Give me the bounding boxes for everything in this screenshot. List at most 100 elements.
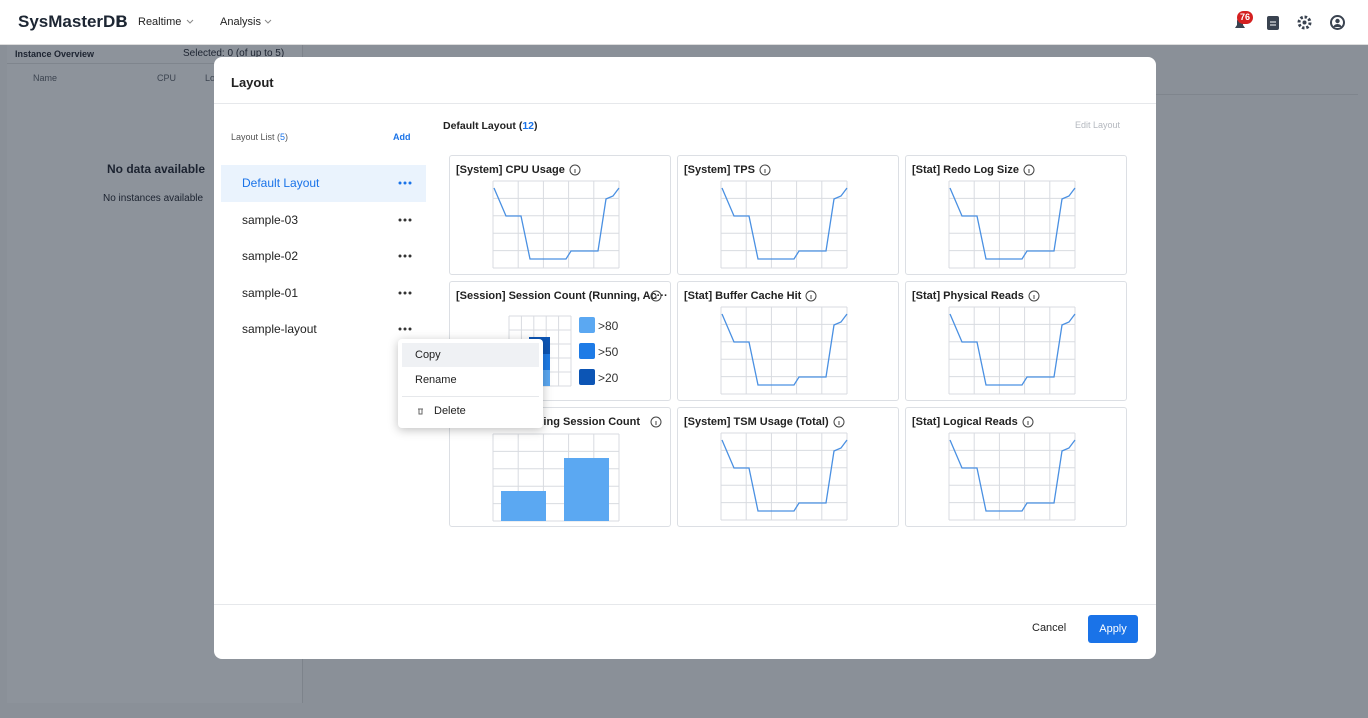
user-icon[interactable] [1330, 15, 1345, 30]
divider [402, 396, 539, 397]
thumbnail [948, 306, 1076, 395]
menu-item[interactable]: Delete [434, 405, 466, 417]
thumb-line [949, 439, 1076, 512]
info-circle [1022, 416, 1034, 428]
widget-title: [System] TSM Usage (Total) [684, 416, 829, 428]
add-button[interactable]: Add [393, 132, 411, 142]
dot [398, 291, 402, 294]
detail-title-text: Default Layout ( [443, 120, 523, 132]
more-icon[interactable] [398, 254, 412, 258]
widget-title: [Session] Session Count (Running, Ac··· [456, 290, 668, 302]
legend-swatch [579, 369, 595, 385]
dot [408, 291, 412, 294]
widget-title: [Stat] Logical Reads [912, 416, 1018, 428]
widget-card: [Stat] Buffer Cache Hit [677, 281, 899, 401]
info-circle [833, 416, 845, 428]
dot [398, 327, 402, 331]
thumb-line [721, 439, 848, 512]
column-header: CPU [157, 73, 177, 83]
legend-label: >50 [598, 345, 619, 359]
dot [403, 291, 407, 294]
layout-modal: Layout Layout List (5) Add Default Layou… [214, 57, 1156, 659]
info-icon [1028, 290, 1040, 302]
modal-title: Layout [231, 75, 274, 90]
thumb-line [721, 187, 848, 260]
thumbnail [492, 180, 620, 269]
dot [408, 218, 412, 221]
info-icon [569, 164, 581, 176]
detail-title-end: ) [534, 120, 538, 132]
more-icon[interactable] [398, 218, 412, 222]
chevron [186, 19, 194, 24]
more-icon[interactable] [398, 291, 412, 295]
legend-label: >20 [598, 371, 619, 385]
dot [398, 254, 402, 258]
dot [398, 218, 402, 221]
thumbnail [720, 432, 848, 521]
menu-item[interactable]: Copy [415, 349, 441, 361]
brand[interactable]: SysMasterDB [18, 12, 128, 31]
more-icon[interactable] [398, 327, 412, 331]
nav-item[interactable]: Analysis [220, 16, 261, 28]
widget-card: [System] CPU Usage [449, 155, 671, 275]
thumbnail [720, 180, 848, 269]
detail-title: Default Layout (12) [443, 120, 538, 132]
dot [408, 327, 412, 331]
info-icon [1022, 416, 1034, 428]
thumb-line [949, 187, 1076, 260]
list-label-text: Layout List ( [231, 132, 281, 142]
divider [214, 103, 1156, 104]
info-icon [650, 416, 662, 428]
apply-button[interactable]: Apply [1088, 615, 1138, 643]
info-icon [759, 164, 771, 176]
divider [214, 604, 1156, 605]
widget-card: [System] TSM Usage (Total) [677, 407, 899, 527]
empty-title: No data available [107, 162, 206, 176]
layout-item[interactable]: Default Layout [221, 165, 426, 202]
thumb-bar [564, 458, 609, 521]
widget-card: [Stat] Redo Log Size [905, 155, 1127, 275]
nav-item[interactable]: Realtime [138, 16, 182, 28]
thumbnail [948, 432, 1076, 521]
thumb-line [721, 313, 848, 386]
legend-swatch [579, 343, 595, 359]
info-circle [759, 164, 771, 176]
dot [398, 181, 402, 185]
dot [403, 254, 407, 258]
info-circle [650, 416, 662, 428]
context-menu: Copy Rename Delete [398, 339, 543, 428]
layout-item[interactable]: sample-02 [221, 238, 426, 275]
column-header: Name [33, 73, 58, 83]
cancel-button[interactable]: Cancel [1032, 622, 1067, 634]
widget-card: [Stat] Physical Reads [905, 281, 1127, 401]
divider [7, 63, 303, 64]
layout-item[interactable]: sample-03 [221, 202, 426, 239]
legend-label: >80 [598, 319, 619, 333]
info-icon [650, 290, 662, 302]
widget-title: [System] TPS [684, 164, 755, 176]
thumb-line [493, 187, 620, 260]
dot [408, 254, 412, 258]
empty-message: No instances available [103, 193, 204, 204]
widget-title: [Stat] Redo Log Size [912, 164, 1019, 176]
list-count: 5 [280, 132, 286, 142]
version: 8 [117, 12, 127, 31]
info-circle [1023, 164, 1035, 176]
layout-item[interactable]: sample-layout [221, 311, 426, 348]
info-icon [805, 290, 817, 302]
widget-card: [System] TPS [677, 155, 899, 275]
settings-icon[interactable] [1297, 15, 1312, 30]
info-circle [650, 290, 662, 302]
thumbnail [492, 433, 620, 522]
dot [403, 327, 407, 331]
widget-count: 12 [522, 120, 535, 132]
layout-item[interactable]: sample-01 [221, 275, 426, 312]
edit-layout[interactable]: Edit Layout [1075, 120, 1121, 130]
menu-item[interactable]: Rename [415, 374, 457, 386]
more-icon[interactable] [398, 181, 412, 185]
report-icon[interactable] [1266, 15, 1280, 31]
panel-title: Instance Overview [15, 49, 95, 59]
thumb-line [949, 313, 1076, 386]
column-header: Lo [205, 73, 216, 83]
